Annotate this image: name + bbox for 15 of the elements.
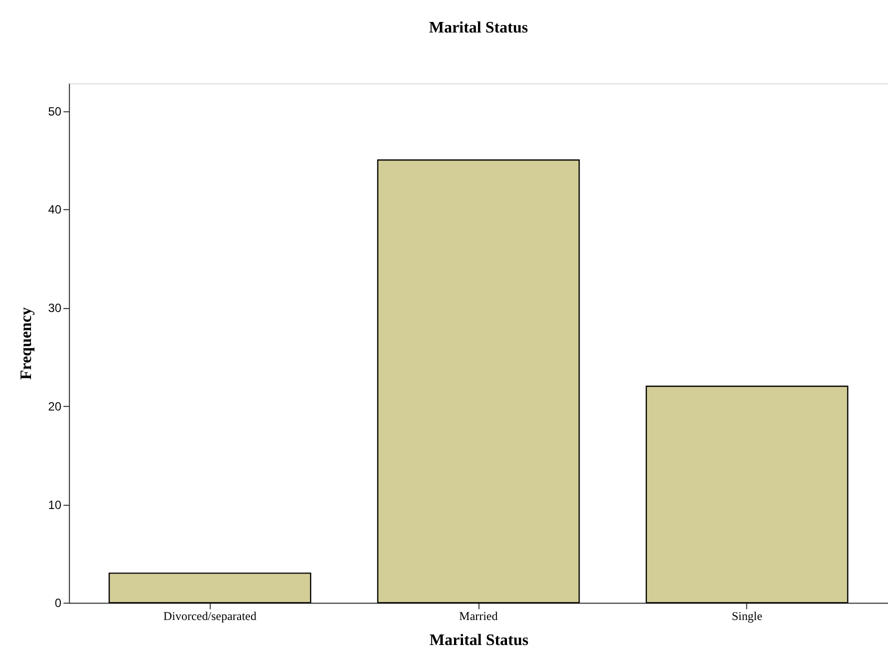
bar — [377, 159, 580, 604]
x-tick-label: Single — [732, 609, 762, 624]
bar — [108, 572, 312, 604]
x-tick-label: Married — [459, 609, 498, 624]
x-axis-title: Marital Status — [430, 632, 528, 650]
y-tick-label: 30 — [48, 301, 62, 316]
bar — [646, 386, 848, 604]
y-tick-label: 20 — [48, 399, 62, 414]
y-tick-label: 40 — [48, 202, 62, 217]
y-axis-title: Frequency — [18, 307, 36, 380]
x-tick-label: Divorced/separated — [163, 609, 256, 624]
y-tick-label: 50 — [48, 104, 62, 118]
y-tick-label: 10 — [48, 498, 62, 512]
chart-title: Marital Status — [429, 19, 528, 36]
y-tick-label: 0 — [54, 596, 62, 610]
